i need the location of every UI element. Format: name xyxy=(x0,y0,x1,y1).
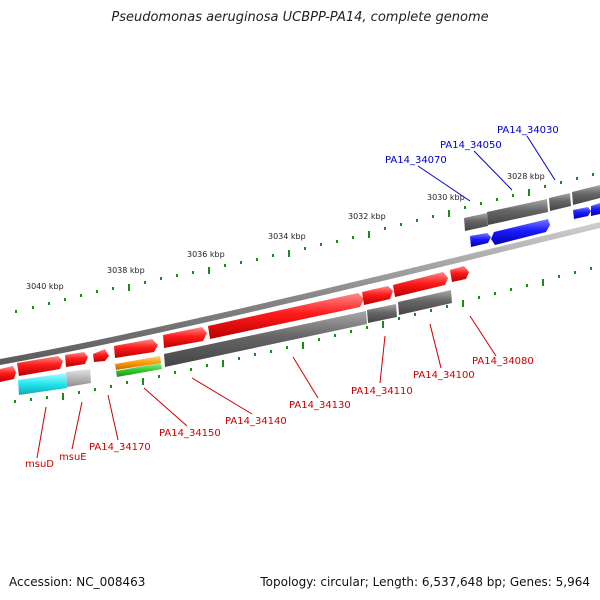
outer-ruler xyxy=(15,173,594,313)
gene-arrow xyxy=(114,339,158,358)
gray-upper-track xyxy=(464,185,600,231)
gene-arrow xyxy=(398,290,452,315)
gene-arrow xyxy=(464,213,488,231)
gene-label: PA14_34130 xyxy=(289,400,351,411)
gene-arrow xyxy=(93,349,109,362)
scale-label: 3028 kbp xyxy=(507,172,545,181)
gene-arrow xyxy=(66,369,91,387)
gene-arrow xyxy=(0,366,16,382)
reverse-gene-track xyxy=(18,290,452,395)
gene-label: PA14_34050 xyxy=(440,140,502,151)
genome-backbone xyxy=(0,222,600,365)
forward-gene-track xyxy=(0,266,469,382)
blue-leader-lines xyxy=(417,135,556,202)
blue-gene-track xyxy=(470,203,600,247)
gene-arrow xyxy=(591,203,600,216)
gene-label: PA14_34030 xyxy=(497,125,559,136)
gene-arrow xyxy=(491,219,550,245)
gene-label: PA14_34100 xyxy=(413,370,475,381)
gene-arrow xyxy=(17,356,63,376)
gene-arrow xyxy=(487,199,548,225)
scale-labels: 3028 kbp 3030 kbp 3032 kbp 3034 kbp 3036… xyxy=(26,172,545,291)
scale-label: 3030 kbp xyxy=(427,193,465,202)
gene-arrow xyxy=(362,286,393,305)
gene-arrow xyxy=(549,193,571,211)
gene-arrow xyxy=(573,207,591,219)
gene-label: PA14_34080 xyxy=(472,356,534,367)
gene-band xyxy=(116,363,162,377)
inner-ruler xyxy=(14,267,592,403)
gene-arrow xyxy=(470,233,491,247)
gene-arrow xyxy=(163,327,207,348)
red-leader-lines xyxy=(36,315,497,459)
gene-arrow xyxy=(164,311,367,367)
scale-label: 3032 kbp xyxy=(348,212,386,221)
blue-gene-labels: PA14_34030 PA14_34050 PA14_34070 xyxy=(385,125,559,166)
gene-label: msuE xyxy=(59,452,87,463)
gene-arrow xyxy=(450,266,469,282)
gene-band xyxy=(115,356,161,370)
gene-arrow xyxy=(208,293,364,339)
gene-label: PA14_34110 xyxy=(351,386,413,397)
gene-label: msuD xyxy=(25,459,54,470)
gene-label: PA14_34070 xyxy=(385,155,447,166)
genome-summary-text: Topology: circular; Length: 6,537,648 bp… xyxy=(260,575,590,589)
gene-arrow xyxy=(367,304,397,323)
scale-label: 3034 kbp xyxy=(268,232,306,241)
gene-arrow xyxy=(393,272,448,297)
red-gene-labels: PA14_34080 PA14_34100 PA14_34110 PA14_34… xyxy=(25,356,534,470)
gene-arrow xyxy=(65,352,88,367)
gene-arrow xyxy=(18,373,67,395)
gene-label: PA14_34140 xyxy=(225,416,287,427)
gene-label: PA14_34150 xyxy=(159,428,221,439)
scale-label: 3036 kbp xyxy=(187,250,225,259)
map-title: Pseudomonas aeruginosa UCBPP-PA14, compl… xyxy=(111,10,489,25)
gene-arrow xyxy=(572,185,600,205)
scale-label: 3040 kbp xyxy=(26,282,64,291)
accession-text: Accession: NC_008463 xyxy=(9,575,146,589)
gene-label: PA14_34170 xyxy=(89,442,151,453)
scale-label: 3038 kbp xyxy=(107,266,145,275)
